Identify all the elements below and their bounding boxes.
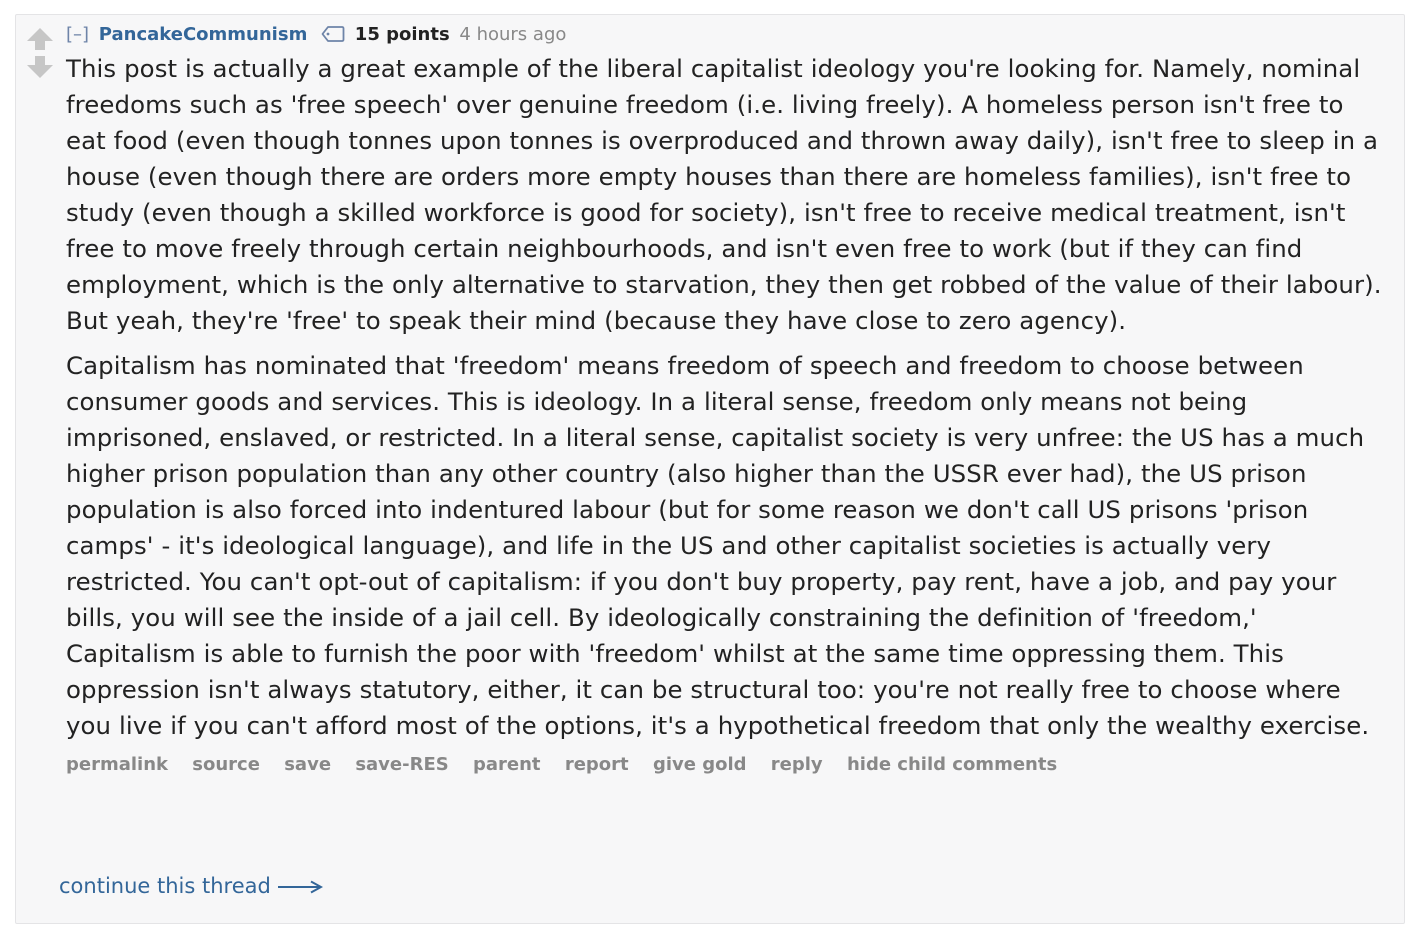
report-button[interactable]: report [564,754,629,775]
give-gold-button[interactable]: give gold [652,754,747,775]
comment-tagline: [–] PancakeCommunism 15 points 4 hours a… [66,23,1386,47]
collapse-toggle[interactable]: [–] [66,24,90,45]
tag-icon [321,25,345,50]
comment-score: 15 points [354,24,450,45]
comment-timestamp: 4 hours ago [459,24,567,45]
author-link[interactable]: PancakeCommunism [98,24,308,45]
reply-button[interactable]: reply [770,754,823,775]
permalink-button[interactable]: permalink [66,754,168,775]
save-res-button[interactable]: save-RES [355,754,449,775]
source-button[interactable]: source [192,754,260,775]
comment-paragraph-2: Capitalism has nominated that 'freedom' … [66,351,1370,740]
vote-controls [24,27,56,79]
comment-body: This post is actually a great example of… [66,51,1386,744]
continue-thread-link[interactable]: continue this thread [59,871,323,901]
continue-thread-label: continue this thread [59,874,271,898]
comment-paragraph-1: This post is actually a great example of… [66,54,1382,335]
upvote-arrow-icon[interactable] [24,27,56,51]
hide-child-comments-button[interactable]: hide child comments [846,754,1058,775]
comment-action-buttons: permalink source save save-RES parent re… [66,753,1386,777]
comment-container: [–] PancakeCommunism 15 points 4 hours a… [15,14,1405,924]
downvote-arrow-icon[interactable] [24,55,56,79]
parent-button[interactable]: parent [473,754,541,775]
comment-entry: [–] PancakeCommunism 15 points 4 hours a… [66,23,1386,777]
save-button[interactable]: save [284,754,332,775]
right-arrow-icon [271,874,323,898]
